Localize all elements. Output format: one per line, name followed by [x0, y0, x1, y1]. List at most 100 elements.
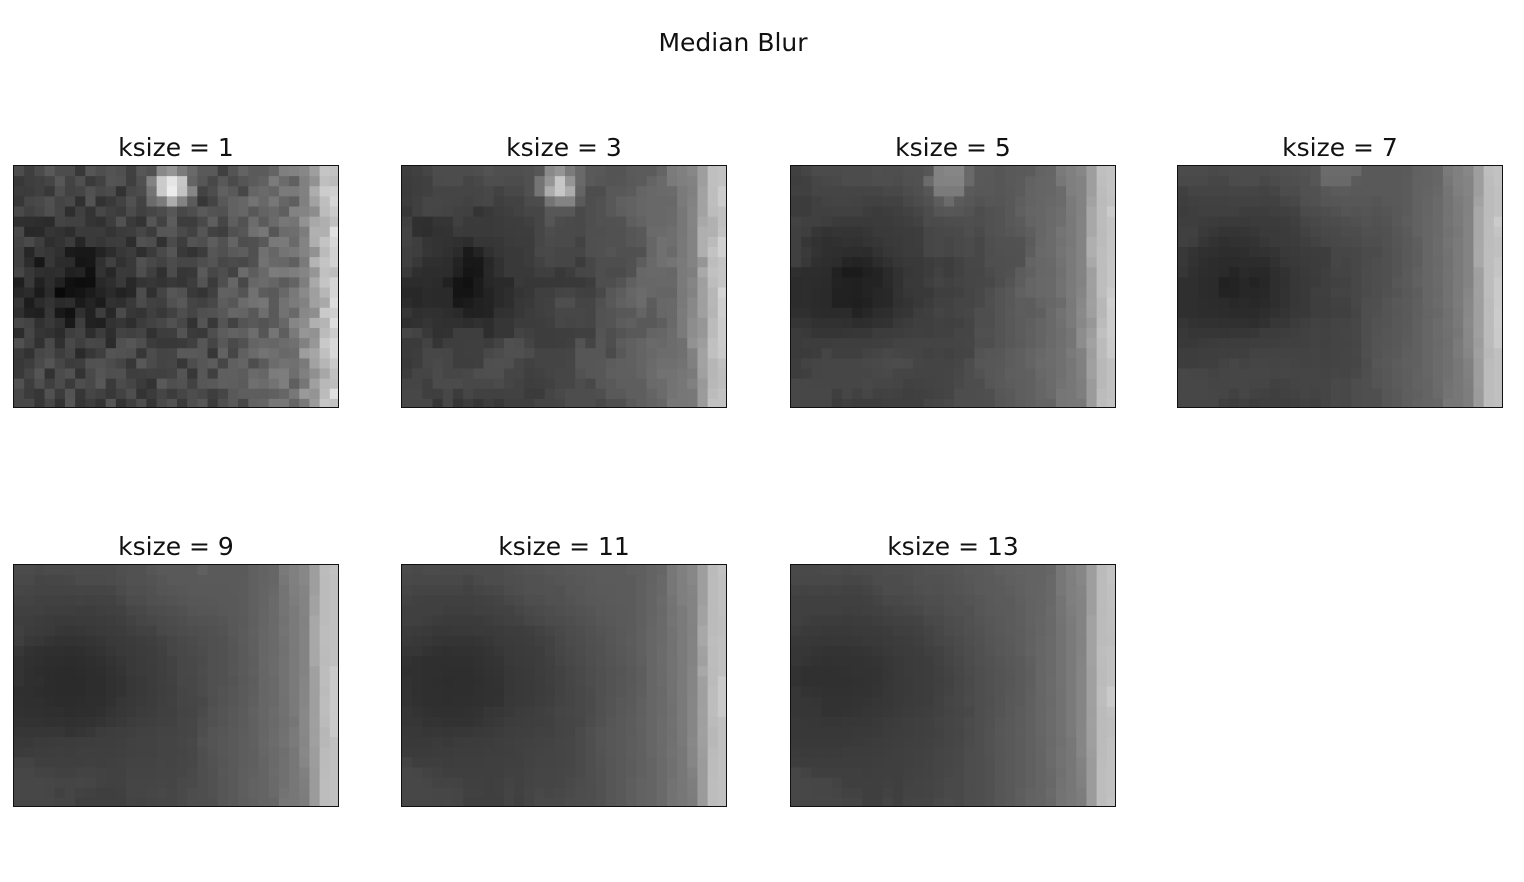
- pixel-cell: [319, 297, 331, 309]
- pixel-cell: [913, 267, 925, 278]
- pixel-cell: [299, 328, 311, 339]
- pixel-cell: [892, 595, 904, 607]
- pixel-cell: [14, 196, 25, 208]
- pixel-cell: [524, 216, 536, 228]
- pixel-cell: [1442, 206, 1454, 218]
- pixel-cell: [1025, 267, 1037, 278]
- pixel-cell: [412, 635, 423, 647]
- pixel-cell: [666, 666, 678, 677]
- pixel-cell: [1442, 176, 1454, 187]
- pixel-cell: [1330, 196, 1342, 208]
- pixel-cell: [791, 216, 802, 228]
- pixel-cell: [503, 358, 515, 370]
- pixel-cell: [524, 676, 536, 688]
- pixel-cell: [892, 236, 904, 248]
- pixel-cell: [1208, 348, 1220, 359]
- pixel-cell: [636, 585, 648, 596]
- pixel-cell: [903, 398, 914, 407]
- pixel-cell: [75, 575, 86, 586]
- pixel-cell: [903, 317, 914, 329]
- pixel-cell: [646, 565, 658, 576]
- pixel-cell: [483, 646, 495, 657]
- pixel-cell: [544, 348, 556, 359]
- pixel-cell: [115, 595, 127, 607]
- pixel-cell: [1035, 348, 1047, 359]
- pixel-cell: [34, 348, 46, 359]
- pixel-cell: [126, 605, 137, 617]
- pixel-cell: [615, 737, 627, 748]
- pixel-cell: [248, 635, 260, 647]
- pixel-cell: [197, 635, 209, 647]
- pixel-cell: [1066, 595, 1077, 607]
- pixel-cell: [166, 196, 178, 208]
- pixel-cell: [1015, 635, 1026, 647]
- pixel-cell: [156, 216, 168, 228]
- pixel-cell: [299, 635, 311, 647]
- pixel-cell: [534, 277, 546, 289]
- pixel-cell: [432, 317, 444, 329]
- pixel-cell: [75, 797, 86, 806]
- pixel-cell: [1066, 247, 1077, 258]
- pixel-cell: [85, 716, 97, 728]
- pixel-cell: [1300, 236, 1312, 248]
- pixel-cell: [1045, 186, 1057, 197]
- pixel-cell: [452, 737, 464, 748]
- pixel-cell: [422, 338, 434, 349]
- pixel-cell: [994, 398, 1006, 407]
- pixel-cell: [227, 388, 239, 400]
- pixel-cell: [1249, 277, 1261, 289]
- pixel-cell: [1015, 585, 1026, 596]
- pixel-cell: [974, 635, 986, 647]
- pixel-cell: [1402, 338, 1413, 349]
- pixel-cell: [554, 686, 566, 698]
- pixel-cell: [974, 206, 986, 218]
- pixel-cell: [463, 328, 474, 339]
- pixel-cell: [636, 257, 648, 268]
- pixel-cell: [463, 166, 474, 177]
- pixel-cell: [626, 398, 637, 407]
- pixel-cell: [882, 358, 894, 370]
- pixel-cell: [575, 605, 586, 617]
- pixel-cell: [974, 166, 986, 177]
- pixel-cell: [412, 378, 423, 390]
- pixel-cell: [862, 378, 874, 390]
- pixel-cell: [656, 656, 668, 667]
- pixel-cell: [136, 605, 148, 617]
- pixel-cell: [1320, 166, 1332, 177]
- pixel-cell: [913, 196, 925, 208]
- pixel-cell: [1004, 277, 1016, 289]
- pixel-cell: [605, 706, 617, 718]
- pixel-cell: [1290, 186, 1301, 197]
- pixel-cell: [1300, 247, 1312, 258]
- pixel-cell: [1381, 317, 1393, 329]
- pixel-cell: [289, 696, 300, 708]
- pixel-cell: [1493, 398, 1502, 407]
- pixel-cell: [1076, 287, 1088, 299]
- pixel-cell: [892, 676, 904, 688]
- pixel-cell: [289, 267, 300, 278]
- pixel-cell: [105, 226, 117, 238]
- pixel-cell: [595, 176, 607, 187]
- pixel-cell: [943, 307, 955, 319]
- pixel-cell: [442, 615, 454, 627]
- pixel-cell: [402, 565, 413, 576]
- pixel-cell: [1055, 615, 1067, 627]
- pixel-cell: [554, 226, 566, 238]
- pixel-cell: [115, 615, 127, 627]
- pixel-cell: [615, 297, 627, 309]
- pixel-cell: [177, 287, 188, 299]
- pixel-cell: [442, 625, 454, 637]
- pixel-cell: [1035, 226, 1047, 238]
- pixel-cell: [258, 348, 270, 359]
- pixel-cell: [258, 236, 270, 248]
- pixel-cell: [974, 196, 986, 208]
- pixel-cell: [1249, 267, 1261, 278]
- pixel-cell: [136, 186, 148, 197]
- pixel-cell: [146, 328, 158, 339]
- pixel-cell: [1045, 575, 1057, 586]
- pixel-cell: [994, 358, 1006, 370]
- pixel-cell: [791, 307, 802, 319]
- pixel-cell: [1228, 307, 1240, 319]
- pixel-cell: [432, 338, 444, 349]
- pixel-cell: [503, 716, 515, 728]
